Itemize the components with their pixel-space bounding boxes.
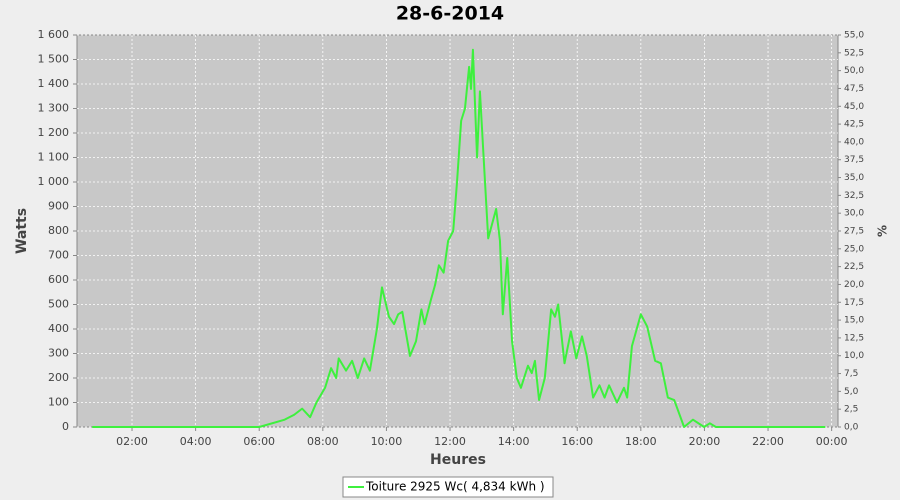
- y-tick-label: 1 300: [38, 102, 70, 115]
- y-tick-label: 200: [48, 371, 69, 384]
- y2-axis-label: %: [876, 225, 890, 237]
- x-tick-label: 22:00: [752, 435, 784, 448]
- x-axis-label: Heures: [430, 452, 486, 468]
- data-line: [92, 48, 826, 428]
- y-tick-label: 900: [48, 200, 69, 213]
- y2-tick-label: 35,0: [844, 173, 864, 183]
- y-tick-label: 1 600: [38, 28, 70, 41]
- y2-tick-label: 10,0: [844, 351, 864, 361]
- y2-tick-label: 0,0: [844, 423, 859, 433]
- y2-tick-label: 27,5: [844, 227, 864, 237]
- y-tick-label: 400: [48, 322, 69, 335]
- y-tick-label: 300: [48, 347, 69, 360]
- y2-tick-label: 30,0: [844, 209, 864, 219]
- y-tick-label: 0: [62, 420, 69, 433]
- legend: [342, 476, 554, 498]
- x-tick-label: 14:00: [498, 435, 530, 448]
- y2-tick-label: 37,5: [844, 155, 864, 165]
- y2-tick-label: 2,5: [844, 405, 858, 415]
- y-tick-label: 500: [48, 298, 69, 311]
- y2-tick-label: 32,5: [844, 191, 864, 201]
- x-tick-label: 00:00: [816, 435, 848, 448]
- y2-tick-label: 40,0: [844, 137, 864, 147]
- x-tick-label: 04:00: [180, 435, 212, 448]
- x-tick-label: 18:00: [625, 435, 657, 448]
- y2-tick-label: 17,5: [844, 298, 864, 308]
- x-tick-label: 12:00: [434, 435, 466, 448]
- y2-tick-label: 25,0: [844, 244, 864, 254]
- y-tick-label: 700: [48, 249, 69, 262]
- y2-tick-label: 12,5: [844, 333, 864, 343]
- legend-label: Toiture 2925 Wc( 4,834 kWh ): [365, 480, 545, 494]
- x-tick-label: 10:00: [371, 435, 403, 448]
- y2-tick-label: 7,5: [844, 369, 858, 379]
- x-tick-label: 06:00: [243, 435, 275, 448]
- x-tick-label: 08:00: [307, 435, 339, 448]
- y-tick-label: 1 100: [38, 151, 70, 164]
- y-tick-label: 100: [48, 396, 69, 409]
- y2-tick-label: 5,0: [844, 387, 859, 397]
- y2-tick-label: 20,0: [844, 280, 864, 290]
- x-tick-label: 16:00: [561, 435, 593, 448]
- x-tick-label: 02:00: [116, 435, 148, 448]
- y-axis-label: Watts: [14, 208, 30, 254]
- y2-tick-label: 55,0: [844, 31, 864, 41]
- y2-tick-label: 42,5: [844, 120, 864, 130]
- y-tick-label: 600: [48, 273, 69, 286]
- y-tick-label: 800: [48, 224, 69, 237]
- y2-tick-label: 47,5: [844, 84, 864, 94]
- y-tick-label: 1 200: [38, 126, 70, 139]
- y2-tick-label: 22,5: [844, 262, 864, 272]
- y2-tick-label: 50,0: [844, 66, 864, 76]
- chart-title: 28-6-2014: [396, 3, 504, 25]
- y2-tick-label: 45,0: [844, 102, 864, 112]
- y2-tick-label: 15,0: [844, 316, 864, 326]
- y-tick-label: 1 400: [38, 77, 70, 90]
- y-tick-label: 1 500: [38, 53, 70, 66]
- y-tick-label: 1 000: [38, 175, 70, 188]
- y2-tick-label: 52,5: [844, 48, 864, 58]
- x-tick-label: 20:00: [689, 435, 721, 448]
